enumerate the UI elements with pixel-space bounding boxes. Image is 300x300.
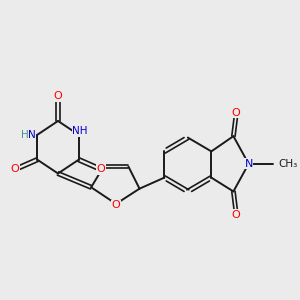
Text: O: O [232,210,241,220]
Text: CH₃: CH₃ [278,159,298,169]
Text: H: H [21,130,29,140]
Text: O: O [112,200,120,210]
Text: N: N [244,159,253,169]
Text: O: O [54,91,62,101]
Text: O: O [97,164,105,174]
Text: O: O [11,164,20,174]
Text: O: O [232,108,241,118]
Text: N: N [28,130,36,140]
Text: NH: NH [72,127,88,136]
